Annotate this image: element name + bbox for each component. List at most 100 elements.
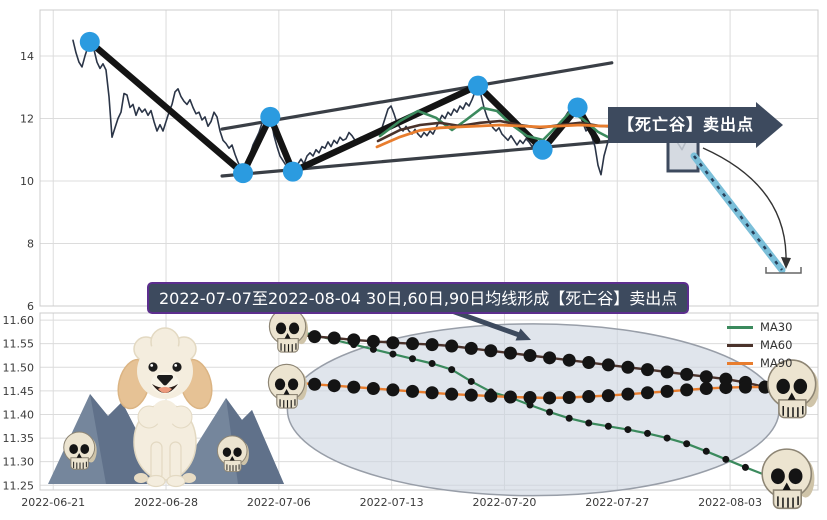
ma-marker <box>641 363 655 377</box>
y-tick-label: 6 <box>27 300 34 313</box>
ma-marker <box>366 382 380 396</box>
y-tick-label: 11.50 <box>3 361 35 374</box>
annotation-text: 2022-07-07至2022-08-04 30日,60日,90日均线形成【死亡… <box>159 289 678 308</box>
ma-marker <box>308 330 322 344</box>
ma-marker <box>467 377 475 385</box>
ma-marker <box>484 389 498 403</box>
ma-marker <box>641 386 655 400</box>
ma-marker <box>347 333 361 347</box>
ma-marker <box>644 429 652 437</box>
ma-marker <box>347 380 361 394</box>
dog-mountains-illustration <box>48 327 284 488</box>
legend-swatch <box>727 361 753 365</box>
pivot-dot <box>282 161 303 182</box>
pivot-dot <box>233 163 254 184</box>
ma-marker <box>741 463 749 471</box>
ma-marker <box>386 336 400 350</box>
ma-marker <box>582 390 596 404</box>
ma-marker <box>428 360 436 368</box>
ma-marker <box>503 346 517 360</box>
banner-arrowhead-icon <box>756 102 784 148</box>
ma-marker <box>445 339 459 353</box>
ma-marker <box>503 390 517 404</box>
legend-label: MA60 <box>760 338 793 352</box>
annotation-arrow <box>451 308 523 339</box>
ma-marker <box>621 387 635 401</box>
channel-trendline <box>220 61 614 131</box>
ma-marker <box>699 382 713 396</box>
y-tick-label: 11.40 <box>3 408 35 421</box>
x-tick-label: 2022-08-03 <box>698 496 762 509</box>
ma-marker <box>562 390 576 404</box>
y-tick-label: 11.30 <box>3 456 35 469</box>
ma-marker <box>699 370 713 384</box>
ma-marker <box>327 331 341 345</box>
ma-marker <box>369 345 377 353</box>
ma-marker <box>389 350 397 358</box>
ma-marker <box>660 365 674 379</box>
pivot-dot <box>468 75 489 96</box>
ma-marker <box>683 440 691 448</box>
ma-marker <box>523 348 537 362</box>
ma-marker <box>327 379 341 393</box>
price-line <box>72 39 701 176</box>
projection-end-bracket <box>765 267 802 274</box>
death-valley-sell-banner: 【死亡谷】卖出点 <box>608 102 784 148</box>
y-tick-label: 14 <box>20 50 34 63</box>
ma-marker <box>624 426 632 434</box>
x-tick-label: 2022-06-28 <box>134 496 198 509</box>
ma-marker <box>722 455 730 463</box>
ma-marker <box>425 386 439 400</box>
pivot-dot <box>260 106 281 127</box>
legend-item: MA30 <box>727 318 792 336</box>
chart-decorations <box>267 147 820 510</box>
y-tick-label: 11.55 <box>3 338 35 351</box>
ma-marker <box>738 380 752 394</box>
pivot-dot <box>532 139 553 160</box>
ma-marker <box>464 341 478 355</box>
banner-label: 【死亡谷】卖出点 <box>608 107 757 143</box>
ma-marker <box>308 377 322 391</box>
ma-marker <box>546 408 554 416</box>
y-tick-label: 11.25 <box>3 479 35 492</box>
ma-marker <box>406 337 420 351</box>
ma-marker <box>601 358 615 372</box>
legend-label: MA30 <box>760 320 793 334</box>
annotation-arrowhead <box>515 328 531 341</box>
legend-swatch <box>727 325 753 329</box>
legend-label: MA90 <box>760 356 793 370</box>
ma-marker <box>484 344 498 358</box>
y-tick-label: 11.45 <box>3 385 35 398</box>
legend-item: MA60 <box>727 336 792 354</box>
ma-marker <box>448 366 456 374</box>
legend: MA30 MA60 MA90 <box>727 318 792 372</box>
ma-marker <box>719 381 733 395</box>
ma-marker <box>621 360 635 374</box>
moving-average-chart: 11.25 11.30 11.35 11.40 11.45 11.50 11.55 11.60… <box>3 312 819 509</box>
ma-marker <box>680 367 694 381</box>
ma-marker <box>445 387 459 401</box>
x-tick-label: 2022-06-21 <box>21 496 85 509</box>
drop-arc-arrowhead <box>781 257 791 269</box>
ma-marker <box>406 384 420 398</box>
poodle-dog-icon <box>117 327 213 488</box>
y-tick-label: 8 <box>27 237 34 250</box>
annotation-box: 2022-07-07至2022-08-04 30日,60日,90日均线形成【死亡… <box>147 282 690 314</box>
projection-line <box>690 152 786 274</box>
x-tick-label: 2022-07-06 <box>247 496 311 509</box>
y-tick-label: 11.60 <box>3 314 35 327</box>
legend-item: MA90 <box>727 354 792 372</box>
pivot-dot <box>567 97 588 118</box>
ma-marker <box>663 434 671 442</box>
x-tick-label: 2022-07-13 <box>360 496 424 509</box>
ma-marker <box>702 447 710 455</box>
ma-marker <box>543 391 557 405</box>
ma-marker <box>464 388 478 402</box>
ma-marker <box>582 356 596 370</box>
ma-marker <box>565 414 573 422</box>
ma-marker <box>523 390 537 404</box>
x-tick-label: 2022-07-20 <box>472 496 536 509</box>
y-tick-label: 11.35 <box>3 432 35 445</box>
y-tick-label: 12 <box>20 112 34 125</box>
